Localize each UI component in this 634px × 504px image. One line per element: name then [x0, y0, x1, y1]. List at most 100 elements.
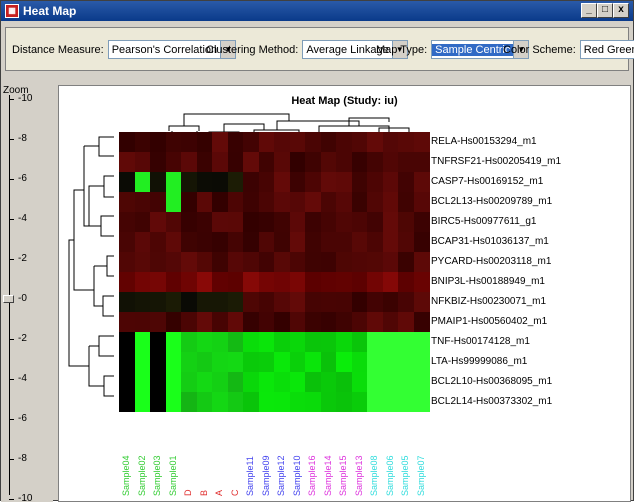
- heatmap-cell[interactable]: [320, 232, 337, 252]
- heatmap-cell[interactable]: [336, 212, 352, 232]
- heatmap-cell[interactable]: [351, 232, 368, 252]
- heatmap-cell[interactable]: [227, 172, 244, 192]
- heatmap-cell[interactable]: [258, 272, 275, 292]
- heatmap-cell[interactable]: [336, 192, 352, 212]
- heatmap-cell[interactable]: [243, 312, 259, 332]
- heatmap-cell[interactable]: [305, 192, 321, 212]
- heatmap-cell[interactable]: [382, 312, 399, 332]
- heatmap-cell[interactable]: [181, 332, 197, 352]
- heatmap-cell[interactable]: [258, 352, 275, 372]
- heatmap-cell[interactable]: [351, 392, 368, 412]
- chevron-down-icon[interactable]: ▼: [220, 41, 236, 58]
- heatmap-cell[interactable]: [134, 352, 151, 372]
- heatmap-cell[interactable]: [212, 292, 228, 312]
- heatmap-cell[interactable]: [243, 212, 259, 232]
- heatmap-cell[interactable]: [413, 172, 430, 192]
- heatmap-cell[interactable]: [212, 392, 228, 412]
- heatmap-cell[interactable]: [165, 152, 182, 172]
- heatmap-cell[interactable]: [196, 232, 213, 252]
- heatmap-cell[interactable]: [336, 312, 352, 332]
- heatmap-cell[interactable]: [181, 212, 197, 232]
- heatmap-cell[interactable]: [413, 152, 430, 172]
- heatmap-cell[interactable]: [196, 332, 213, 352]
- heatmap-cell[interactable]: [258, 312, 275, 332]
- heatmap-cell[interactable]: [289, 152, 306, 172]
- heatmap-cell[interactable]: [382, 192, 399, 212]
- heatmap-cell[interactable]: [258, 132, 275, 152]
- heatmap-cell[interactable]: [289, 212, 306, 232]
- heatmap-cell[interactable]: [119, 232, 135, 252]
- heatmap-cell[interactable]: [196, 352, 213, 372]
- heatmap-cell[interactable]: [320, 392, 337, 412]
- heatmap-cell[interactable]: [258, 332, 275, 352]
- heatmap-cell[interactable]: [243, 232, 259, 252]
- heatmap-cell[interactable]: [227, 372, 244, 392]
- heatmap-cell[interactable]: [212, 332, 228, 352]
- heatmap-cell[interactable]: [212, 372, 228, 392]
- heatmap-cell[interactable]: [274, 252, 290, 272]
- heatmap-cell[interactable]: [181, 372, 197, 392]
- close-button[interactable]: x: [613, 3, 629, 18]
- heatmap-cell[interactable]: [150, 332, 166, 352]
- heatmap-cell[interactable]: [413, 252, 430, 272]
- heatmap-cell[interactable]: [227, 352, 244, 372]
- heatmap-cell[interactable]: [305, 392, 321, 412]
- heatmap-cell[interactable]: [351, 372, 368, 392]
- heatmap-cell[interactable]: [413, 292, 430, 312]
- heatmap-cell[interactable]: [227, 232, 244, 252]
- heatmap-cell[interactable]: [367, 192, 383, 212]
- heatmap-cell[interactable]: [413, 352, 430, 372]
- heatmap-cell[interactable]: [196, 372, 213, 392]
- heatmap-cell[interactable]: [289, 292, 306, 312]
- heatmap-cell[interactable]: [351, 332, 368, 352]
- heatmap-cell[interactable]: [367, 232, 383, 252]
- heatmap-cell[interactable]: [196, 152, 213, 172]
- heatmap-cell[interactable]: [243, 352, 259, 372]
- heatmap-cell[interactable]: [165, 272, 182, 292]
- heatmap-cell[interactable]: [413, 192, 430, 212]
- heatmap-cell[interactable]: [320, 192, 337, 212]
- heatmap-cell[interactable]: [382, 152, 399, 172]
- heatmap-cell[interactable]: [274, 332, 290, 352]
- heatmap-cell[interactable]: [227, 392, 244, 412]
- heatmap-cell[interactable]: [165, 332, 182, 352]
- heatmap-cell[interactable]: [119, 212, 135, 232]
- heatmap-cell[interactable]: [243, 392, 259, 412]
- heatmap-cell[interactable]: [258, 172, 275, 192]
- heatmap-cell[interactable]: [243, 372, 259, 392]
- heatmap-cell[interactable]: [165, 132, 182, 152]
- color-scheme-select[interactable]: Red Green ▼: [579, 40, 634, 59]
- heatmap-cell[interactable]: [382, 252, 399, 272]
- heatmap-cell[interactable]: [150, 152, 166, 172]
- heatmap-cell[interactable]: [351, 272, 368, 292]
- heatmap-cell[interactable]: [320, 312, 337, 332]
- heatmap-cell[interactable]: [134, 252, 151, 272]
- heatmap-cell[interactable]: [119, 312, 135, 332]
- heatmap-cell[interactable]: [165, 292, 182, 312]
- heatmap-cell[interactable]: [134, 172, 151, 192]
- heatmap-cell[interactable]: [336, 132, 352, 152]
- heatmap-cell[interactable]: [289, 272, 306, 292]
- heatmap-cell[interactable]: [305, 272, 321, 292]
- heatmap-cell[interactable]: [413, 392, 430, 412]
- heatmap-cell[interactable]: [274, 272, 290, 292]
- heatmap-cell[interactable]: [289, 192, 306, 212]
- heatmap-cell[interactable]: [212, 312, 228, 332]
- heatmap-cell[interactable]: [258, 192, 275, 212]
- heatmap-cell[interactable]: [398, 252, 414, 272]
- heatmap-cell[interactable]: [227, 312, 244, 332]
- heatmap-cell[interactable]: [398, 212, 414, 232]
- heatmap-cell[interactable]: [274, 392, 290, 412]
- heatmap-cell[interactable]: [320, 332, 337, 352]
- heatmap-cell[interactable]: [398, 312, 414, 332]
- heatmap-cell[interactable]: [212, 352, 228, 372]
- heatmap-cell[interactable]: [150, 392, 166, 412]
- heatmap-cell[interactable]: [351, 152, 368, 172]
- heatmap-cell[interactable]: [212, 172, 228, 192]
- heatmap-cell[interactable]: [351, 212, 368, 232]
- heatmap-cell[interactable]: [165, 352, 182, 372]
- heatmap-cell[interactable]: [367, 252, 383, 272]
- heatmap-cell[interactable]: [289, 372, 306, 392]
- heatmap-cell[interactable]: [181, 172, 197, 192]
- heatmap-cell[interactable]: [243, 172, 259, 192]
